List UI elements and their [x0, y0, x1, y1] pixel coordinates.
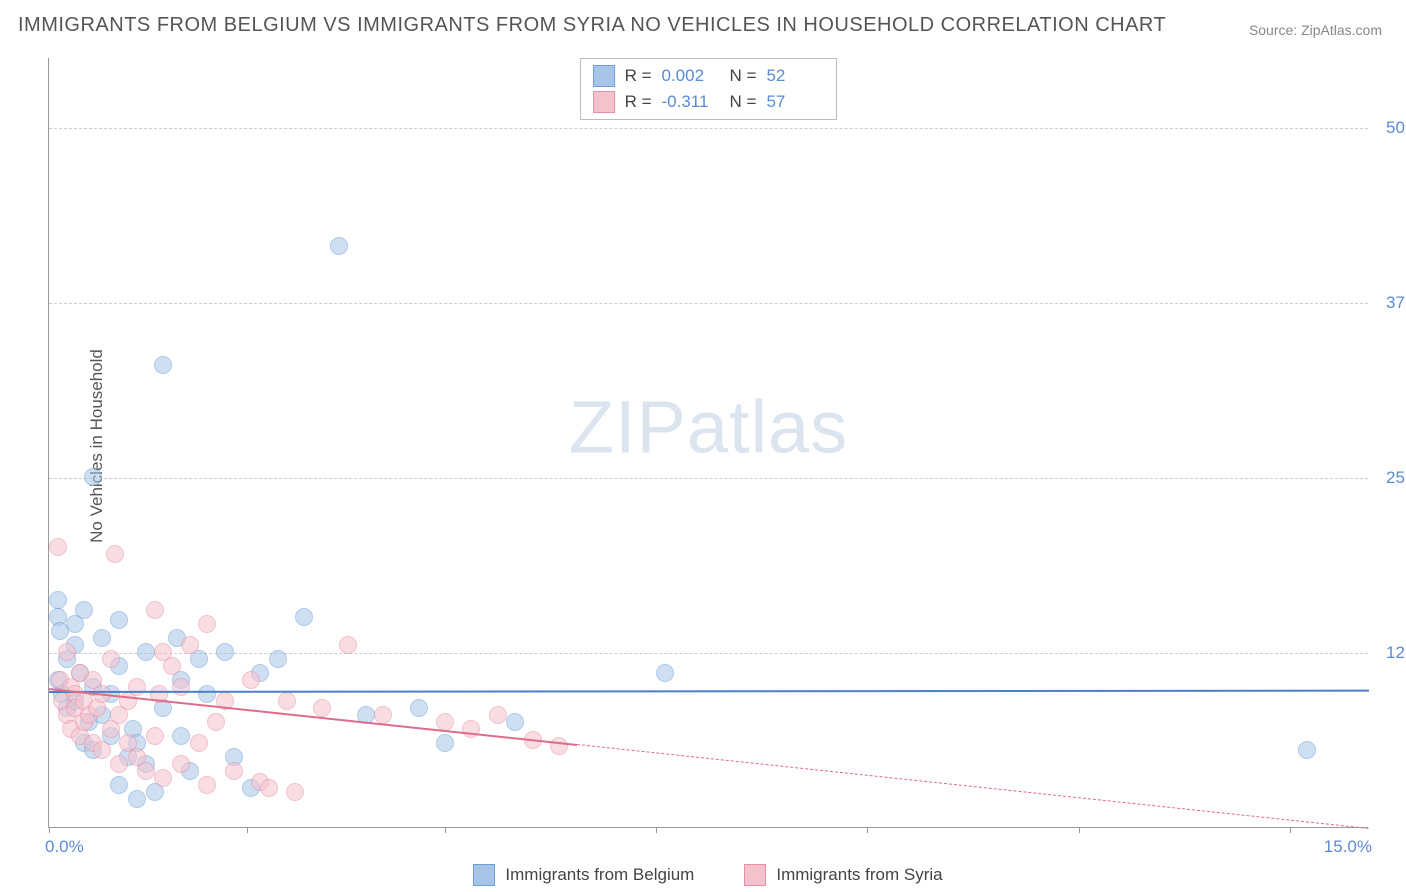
- scatter-point: [436, 734, 454, 752]
- scatter-point: [172, 755, 190, 773]
- scatter-point: [49, 538, 67, 556]
- scatter-point: [110, 611, 128, 629]
- scatter-point: [163, 657, 181, 675]
- x-tick: [867, 827, 868, 833]
- scatter-point: [58, 643, 76, 661]
- y-tick-label: 37.5%: [1372, 293, 1406, 313]
- scatter-point: [181, 636, 199, 654]
- source-prefix: Source:: [1249, 22, 1301, 38]
- source-credit: Source: ZipAtlas.com: [1249, 22, 1382, 38]
- scatter-point: [110, 776, 128, 794]
- scatter-point: [374, 706, 392, 724]
- source-name: ZipAtlas.com: [1301, 22, 1382, 38]
- x-max-label: 15.0%: [1324, 837, 1372, 857]
- legend-item: Immigrants from Syria: [744, 864, 942, 886]
- scatter-point: [93, 629, 111, 647]
- y-tick-label: 12.5%: [1372, 643, 1406, 663]
- legend-row: R = -0.311 N = 57: [593, 89, 825, 115]
- plot-area: ZIPatlas R = 0.002 N = 52 R = -0.311 N = 57 0.0…: [48, 58, 1368, 828]
- legend-swatch: [744, 864, 766, 886]
- y-tick-label: 25.0%: [1372, 468, 1406, 488]
- y-tick-label: 50.0%: [1372, 118, 1406, 138]
- r-value: -0.311: [662, 92, 720, 112]
- scatter-point: [269, 650, 287, 668]
- scatter-point: [242, 671, 260, 689]
- scatter-point: [216, 643, 234, 661]
- scatter-point: [207, 713, 225, 731]
- legend-row: R = 0.002 N = 52: [593, 63, 825, 89]
- scatter-point: [330, 237, 348, 255]
- x-min-label: 0.0%: [45, 837, 84, 857]
- scatter-point: [93, 741, 111, 759]
- n-value: 52: [766, 66, 824, 86]
- scatter-point: [137, 762, 155, 780]
- scatter-point: [260, 779, 278, 797]
- scatter-point: [489, 706, 507, 724]
- scatter-point: [128, 790, 146, 808]
- scatter-point: [75, 601, 93, 619]
- scatter-point: [313, 699, 331, 717]
- scatter-point: [102, 650, 120, 668]
- x-tick: [656, 827, 657, 833]
- scatter-point: [410, 699, 428, 717]
- gridline: [49, 128, 1368, 129]
- gridline: [49, 303, 1368, 304]
- x-tick: [445, 827, 446, 833]
- scatter-point: [198, 776, 216, 794]
- trend-line: [577, 744, 1369, 829]
- scatter-point: [146, 601, 164, 619]
- scatter-point: [154, 769, 172, 787]
- scatter-point: [154, 356, 172, 374]
- series-name: Immigrants from Belgium: [505, 865, 694, 885]
- correlation-legend: R = 0.002 N = 52 R = -0.311 N = 57: [580, 58, 838, 120]
- scatter-point: [198, 685, 216, 703]
- n-label: N =: [730, 92, 757, 112]
- scatter-point: [225, 762, 243, 780]
- scatter-point: [49, 591, 67, 609]
- scatter-point: [190, 734, 208, 752]
- chart-title: IMMIGRANTS FROM BELGIUM VS IMMIGRANTS FR…: [18, 14, 1166, 37]
- scatter-point: [146, 727, 164, 745]
- scatter-point: [506, 713, 524, 731]
- scatter-point: [278, 692, 296, 710]
- r-label: R =: [625, 92, 652, 112]
- legend-swatch: [593, 65, 615, 87]
- series-legend: Immigrants from Belgium Immigrants from S…: [48, 864, 1368, 886]
- scatter-point: [110, 755, 128, 773]
- series-name: Immigrants from Syria: [776, 865, 942, 885]
- legend-item: Immigrants from Belgium: [473, 864, 694, 886]
- gridline: [49, 478, 1368, 479]
- legend-swatch: [593, 91, 615, 113]
- scatter-point: [84, 468, 102, 486]
- x-tick: [1079, 827, 1080, 833]
- scatter-point: [339, 636, 357, 654]
- x-tick: [1290, 827, 1291, 833]
- scatter-point: [436, 713, 454, 731]
- scatter-point: [295, 608, 313, 626]
- watermark-thin: atlas: [687, 386, 848, 469]
- trend-line: [49, 689, 1369, 692]
- scatter-point: [1298, 741, 1316, 759]
- x-tick: [247, 827, 248, 833]
- x-tick: [49, 827, 50, 833]
- scatter-point: [286, 783, 304, 801]
- scatter-point: [106, 545, 124, 563]
- r-value: 0.002: [662, 66, 720, 86]
- scatter-point: [198, 615, 216, 633]
- gridline: [49, 653, 1368, 654]
- watermark: ZIPatlas: [569, 385, 848, 470]
- n-label: N =: [730, 66, 757, 86]
- scatter-point: [550, 737, 568, 755]
- scatter-point: [656, 664, 674, 682]
- scatter-point: [128, 678, 146, 696]
- r-label: R =: [625, 66, 652, 86]
- n-value: 57: [766, 92, 824, 112]
- scatter-point: [172, 727, 190, 745]
- legend-swatch: [473, 864, 495, 886]
- scatter-point: [172, 678, 190, 696]
- watermark-bold: ZIP: [569, 386, 687, 469]
- scatter-point: [137, 643, 155, 661]
